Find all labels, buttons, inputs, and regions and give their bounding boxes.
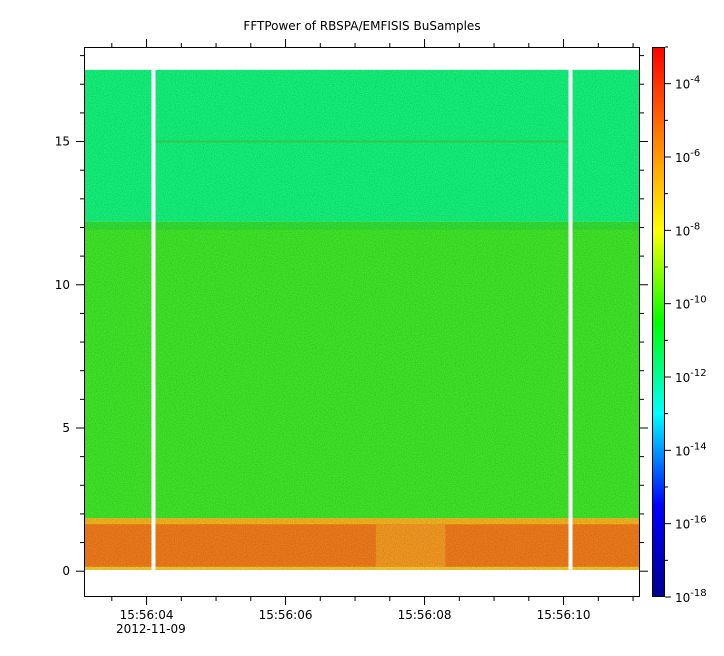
data-gap-1 [568, 69, 573, 570]
x-tick-label: 15:56:04 [120, 608, 174, 622]
colorbar: 10-18 10-16 10-14 10-12 10-10 10-8 10-6 10-4 [652, 46, 707, 605]
x-axis-date-label: 2012-11-09 [116, 622, 186, 636]
colorbar-tick-label: 10-4 [675, 75, 700, 92]
plot-area [84, 47, 640, 597]
colorbar-tick-label: 10-16 [675, 515, 707, 532]
x-tick-label: 15:56:06 [259, 608, 313, 622]
spectrogram-noise [84, 69, 640, 570]
colorbar-scale [652, 47, 665, 597]
data-gap-0 [151, 69, 156, 570]
colorbar-tick-label: 10-18 [675, 588, 707, 605]
x-axis: 15:56:04 15:56:06 15:56:08 15:56:10 [111, 39, 634, 622]
colorbar-tick-label: 10-8 [675, 221, 700, 238]
chart-title: FFTPower of RBSPA/EMFISIS BuSamples [243, 19, 480, 33]
x-tick-label: 15:56:10 [537, 608, 591, 622]
colorbar-tick-label: 10-12 [675, 368, 707, 385]
y-tick-label: 15 [55, 135, 70, 149]
colorbar-frame [652, 47, 665, 597]
colorbar-tick-label: 10-10 [675, 295, 707, 312]
y-tick-label: 10 [55, 278, 70, 292]
y-tick-label: 5 [62, 421, 70, 435]
x-tick-label: 15:56:08 [398, 608, 452, 622]
plot-frame [84, 47, 640, 597]
y-axis: 0 5 10 15 [55, 55, 648, 578]
colorbar-tick-label: 10-14 [675, 441, 707, 458]
y-tick-label: 0 [62, 564, 70, 578]
colorbar-tick-label: 10-6 [675, 148, 700, 165]
